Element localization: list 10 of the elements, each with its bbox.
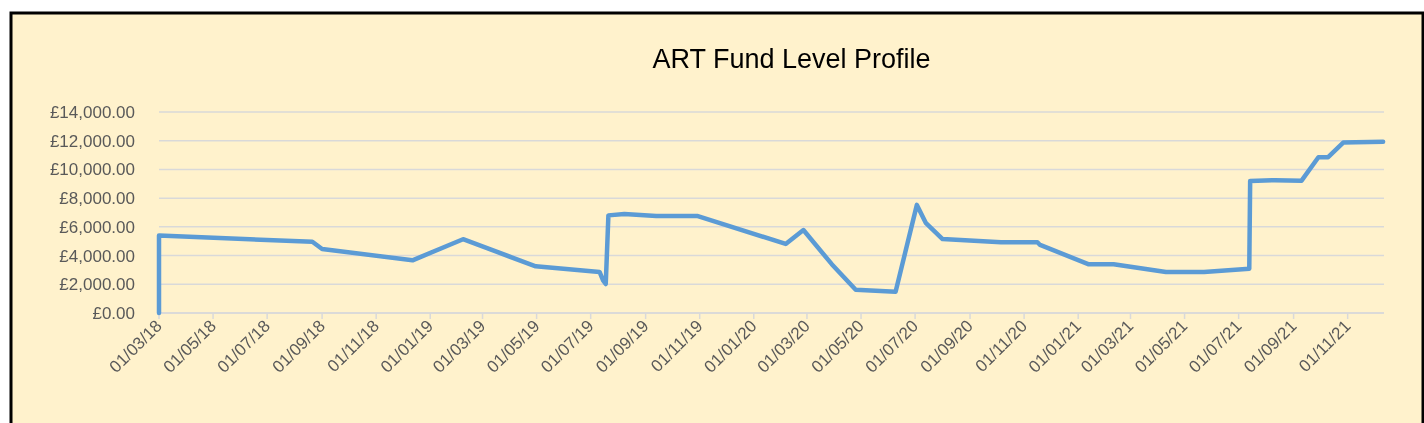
y-tick-label: £8,000.00 xyxy=(59,189,135,209)
y-tick-label: £2,000.00 xyxy=(59,275,135,295)
line-series xyxy=(156,139,1386,316)
y-tick-label: £4,000.00 xyxy=(59,246,135,266)
y-tick-label: £0.00 xyxy=(92,304,135,323)
y-tick-label: £10,000.00 xyxy=(49,160,135,180)
chart-title: ART Fund Level Profile xyxy=(652,44,931,74)
y-tick-label: £14,000.00 xyxy=(49,103,135,122)
y-tick-label: £6,000.00 xyxy=(59,217,135,237)
y-tick-label: £12,000.00 xyxy=(49,131,135,151)
